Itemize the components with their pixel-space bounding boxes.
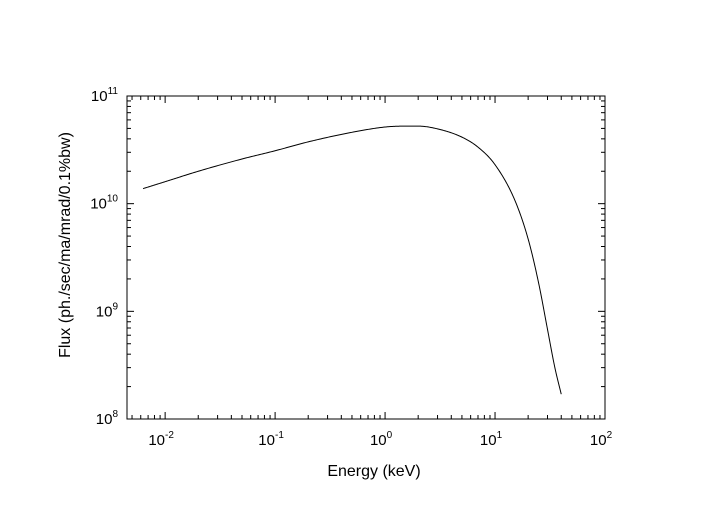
x-tick-label: 10-2 <box>148 430 174 449</box>
tick-labels: 10-2 10-1 100 101 102 108 109 1010 1011 <box>90 86 612 449</box>
x-tick-label: 102 <box>590 430 613 449</box>
x-tick-label: 101 <box>480 430 503 449</box>
y-tick-label: 108 <box>96 409 119 428</box>
x-tick-label: 100 <box>370 430 393 449</box>
y-tick-label: 1011 <box>91 86 119 105</box>
flux-curve <box>142 125 562 395</box>
y-axis-label: Flux (ph./sec/ma/mrad/0.1%bw) <box>57 132 74 358</box>
plot-frame <box>126 95 606 420</box>
y-tick-label: 109 <box>96 301 119 320</box>
x-tick-label: 10-1 <box>258 430 284 449</box>
x-axis-label: Energy (keV) <box>327 463 420 480</box>
y-tick-label: 1010 <box>90 194 118 213</box>
